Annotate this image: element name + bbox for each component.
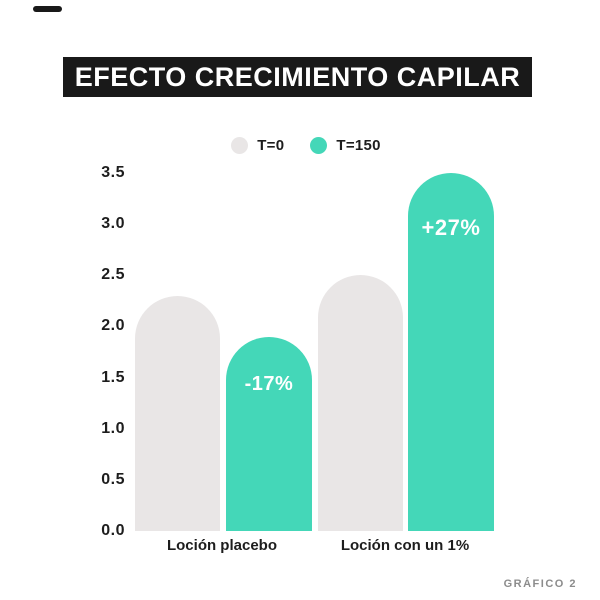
- x-axis-category-label: Loción placebo: [166, 537, 277, 554]
- decorative-dash: [33, 6, 62, 12]
- y-axis-tick-label: 0.5: [101, 470, 125, 488]
- y-axis-tick-label: 3.0: [101, 215, 125, 233]
- bar-value-label: -17%: [244, 373, 294, 395]
- legend-label-t0: T=0: [257, 136, 285, 154]
- legend-swatch-t0-icon: [231, 136, 249, 154]
- bar-t150-group2: +27%: [408, 173, 494, 531]
- bar-t150-group1: -17%: [226, 337, 312, 531]
- y-axis-tick-label: 2.0: [101, 317, 125, 335]
- legend-label-t150: T=150: [336, 136, 381, 154]
- page-title: EFECTO CRECIMIENTO CAPILAR: [74, 61, 521, 92]
- y-axis-tick-label: 3.5: [101, 163, 125, 181]
- bar-t0-group1: [135, 296, 220, 531]
- legend-item-t0: T=0: [231, 136, 285, 154]
- legend: T=0 T=150: [0, 136, 600, 154]
- y-axis-tick-label: 2.5: [101, 266, 125, 284]
- y-axis-tick-label: 1.0: [101, 419, 125, 437]
- title-banner: EFECTO CRECIMIENTO CAPILAR: [63, 57, 532, 97]
- y-axis-tick-label: 1.5: [101, 368, 125, 386]
- y-axis-tick-label: 0.0: [101, 522, 125, 539]
- bar-value-label: +27%: [421, 215, 481, 240]
- figure-caption: GRÁFICO 2: [503, 578, 577, 590]
- x-axis-category-label: Loción con un 1%: [340, 537, 470, 554]
- legend-swatch-t150-icon: [310, 136, 328, 154]
- bar-t0-group2: [318, 275, 403, 531]
- legend-item-t150: T=150: [310, 136, 381, 154]
